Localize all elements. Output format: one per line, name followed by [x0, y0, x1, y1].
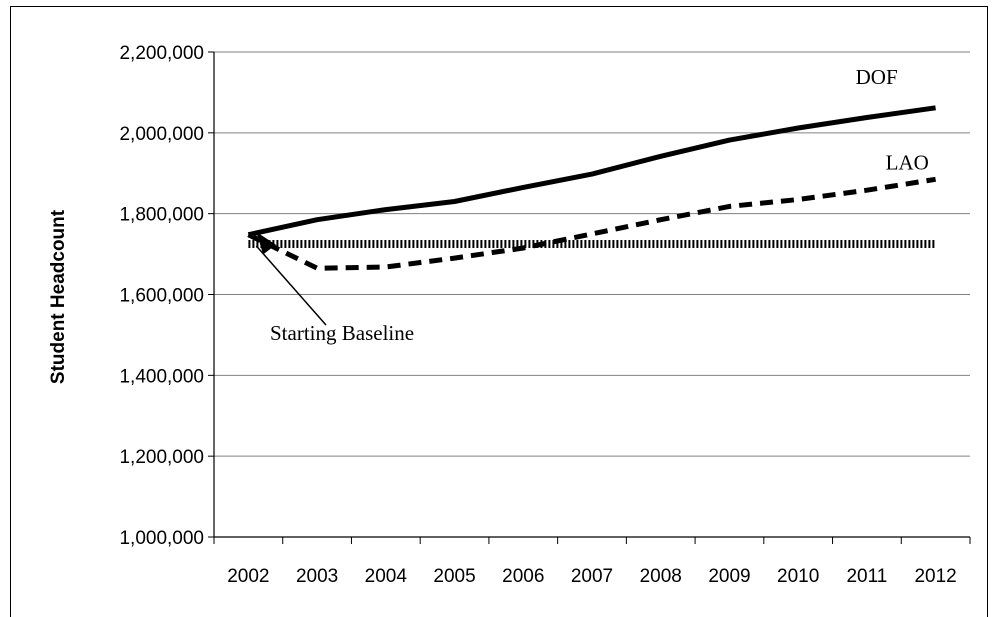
series-line-lao — [247, 176, 936, 271]
chart-frame — [10, 6, 988, 617]
y-tick-label: 1,600,000 — [119, 286, 204, 307]
gridlines — [214, 51, 970, 457]
annotation-arrow-shaft — [255, 245, 327, 326]
y-tick-label: 2,000,000 — [119, 124, 204, 145]
y-tick-label: 1,400,000 — [119, 366, 204, 387]
x-axis-ticks: 2002 2003 2004 2005 2006 2007 2008 2009 2010 2011… — [213, 537, 971, 587]
x-tick-label: 2009 — [708, 566, 750, 587]
y-axis-ticks: 1,000,000 1,200,000 1,400,000 1,600,000 1,80… — [119, 43, 214, 549]
annotations: Starting Baseline — [255, 231, 414, 345]
y-tick-label: 2,200,000 — [119, 43, 204, 64]
x-tick-label: 2004 — [365, 566, 408, 587]
x-tick-label: 2003 — [296, 566, 338, 587]
y-axis-label: Student Headcount — [48, 209, 69, 384]
x-tick-label: 2007 — [571, 566, 613, 587]
x-tick-label: 2005 — [433, 566, 475, 587]
series-label-dof: DOF — [856, 65, 898, 89]
x-tick-label: 2002 — [227, 566, 269, 587]
series-line-dof — [247, 105, 936, 238]
x-tick-label: 2010 — [777, 566, 819, 587]
annotation-arrow-head — [256, 231, 276, 255]
y-tick-label: 1,000,000 — [119, 528, 204, 549]
series-label-lao: LAO — [886, 150, 929, 174]
x-tick-label: 2006 — [502, 566, 544, 587]
annotation-starting-baseline: Starting Baseline — [270, 321, 414, 345]
x-tick-label: 2011 — [846, 566, 887, 587]
y-tick-label: 1,800,000 — [119, 205, 204, 226]
x-tick-label: 2012 — [914, 566, 956, 587]
x-tick-label: 2008 — [640, 566, 682, 587]
series-lines — [247, 105, 936, 271]
series-labels: DOF LAO — [856, 65, 929, 175]
y-tick-label: 1,200,000 — [119, 447, 204, 468]
axes — [213, 52, 970, 538]
